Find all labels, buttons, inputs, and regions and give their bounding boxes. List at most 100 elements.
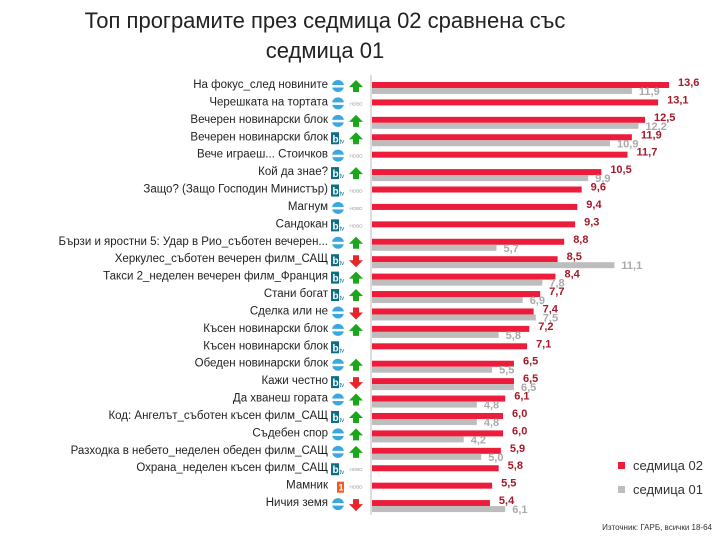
- category-label: Магнум: [288, 201, 328, 213]
- nova-logo-icon: [332, 445, 344, 458]
- category-label: Вече играеш... Стоичков: [197, 149, 328, 161]
- value-label-week01: 7,8: [549, 278, 564, 290]
- btv-logo-icon: b tv: [331, 132, 344, 145]
- category-label: Код: Ангелът_съботен късен филм_САЩ: [108, 410, 328, 422]
- bar-week02: [372, 360, 514, 367]
- category-label: Сандокан: [276, 218, 328, 230]
- value-label-week01: 4,2: [471, 434, 486, 446]
- btv-logo-box: [331, 254, 339, 267]
- down-arrow-icon: [349, 255, 363, 268]
- category-label: Съдебен спор: [252, 427, 328, 439]
- value-label-week01: 9,9: [595, 173, 610, 185]
- bar-week02: [372, 134, 632, 141]
- value-label-week01: 5,7: [503, 243, 518, 255]
- new-badge: НОВО: [349, 206, 363, 211]
- bar-week02: [372, 291, 541, 298]
- value-label-week02: 5,4: [499, 495, 515, 507]
- nova-logo-icon: [332, 428, 344, 441]
- category-label: Защо? (Защо Господин Министър): [143, 184, 328, 196]
- value-label-week02: 6,5: [523, 356, 538, 368]
- value-label-week02: 10,5: [610, 164, 631, 176]
- value-label-week02: 6,5: [523, 373, 538, 385]
- category-label: Бързи и яростни 5: Удар в Рио_съботен ве…: [59, 236, 328, 248]
- nova-logo-band: [332, 154, 344, 158]
- bar-week01: [372, 384, 514, 391]
- up-arrow-icon: [349, 289, 363, 302]
- btv-logo-b: b: [333, 291, 339, 302]
- value-label-week02: 7,1: [536, 338, 551, 350]
- nova-logo-band: [332, 206, 344, 210]
- value-label-week02: 9,4: [586, 199, 602, 211]
- legend-label: седмица 01: [633, 482, 703, 497]
- value-label-week02: 11,9: [641, 129, 662, 141]
- value-label-week02: 6,0: [512, 425, 527, 437]
- category-label: Да хванеш гората: [233, 393, 329, 405]
- up-arrow-icon: [349, 236, 363, 249]
- value-label-week01: 5,0: [488, 452, 503, 464]
- nova-logo-icon: [332, 358, 344, 371]
- btv-logo-icon: b tv: [331, 289, 344, 302]
- btv-logo-b: b: [333, 465, 339, 476]
- btv-logo-box: [331, 289, 339, 302]
- down-arrow-icon: [349, 377, 363, 390]
- bar-week02: [372, 500, 490, 507]
- nova-logo-icon: [332, 236, 344, 249]
- bar-week02: [372, 308, 534, 315]
- btv-logo-tv: tv: [340, 139, 345, 145]
- value-label-week02: 8,5: [567, 251, 582, 263]
- new-badge: НОВО: [349, 485, 363, 490]
- btv-logo-tv: tv: [340, 279, 345, 285]
- value-label-week01: 5,8: [506, 330, 521, 342]
- btv-logo-icon: b tv: [331, 271, 345, 285]
- up-arrow-icon: [349, 271, 363, 284]
- legend: седмица 02 седмица 01: [618, 458, 703, 506]
- nova-logo-icon: [332, 97, 344, 110]
- bar-week01: [372, 314, 536, 321]
- bar-week01: [372, 122, 639, 129]
- nova-logo-icon: [332, 80, 344, 92]
- value-label-week01: 6,9: [530, 295, 545, 307]
- btv-logo-tv: tv: [340, 418, 345, 424]
- nova-logo-icon: [332, 201, 344, 214]
- bar-week01: [372, 506, 506, 513]
- bar-week02: [372, 447, 501, 454]
- category-label: Обеден новинарски блок: [195, 358, 329, 370]
- btv-logo-tv: tv: [340, 226, 345, 232]
- category-label: Стани богат: [264, 288, 329, 300]
- category-label: Вечерен новинарски блок: [190, 114, 329, 126]
- up-arrow-icon: [349, 132, 363, 145]
- category-label: Черешката на тортата: [209, 96, 328, 108]
- up-arrow-icon: [349, 114, 363, 127]
- value-label-week02: 7,2: [538, 321, 553, 333]
- btv-logo-box: [331, 219, 339, 232]
- nova-logo-icon: [332, 114, 344, 127]
- value-label-week02: 7,4: [543, 303, 559, 315]
- bar-week01: [372, 401, 477, 408]
- legend-item-week02: седмица 02: [618, 458, 703, 473]
- btv-logo-tv: tv: [340, 348, 345, 354]
- bar-week01: [372, 88, 632, 94]
- value-label-week02: 13,6: [678, 77, 699, 89]
- nova-logo-band: [332, 241, 344, 245]
- bar-week01: [372, 366, 493, 373]
- category-label: Късен новинарски блок: [203, 340, 329, 352]
- value-label-week01: 4,8: [484, 417, 499, 429]
- bar-week02: [372, 343, 528, 350]
- value-label-week01: 12,2: [645, 121, 666, 133]
- category-label: Охрана_неделен късен филм_САЩ: [136, 462, 328, 474]
- bar-week02: [372, 325, 530, 332]
- btv-logo-icon: b tv: [331, 376, 344, 389]
- bar-week01: [372, 297, 523, 304]
- down-arrow-icon: [349, 307, 363, 320]
- bar-week02: [372, 395, 506, 402]
- new-badge: НОВО: [349, 223, 363, 228]
- bar-week01: [372, 418, 477, 425]
- btv-logo-b: b: [333, 221, 339, 232]
- btv-logo-tv: tv: [340, 470, 345, 476]
- bar-week01: [372, 244, 497, 251]
- value-label-week02: 5,9: [510, 443, 525, 455]
- up-arrow-icon: [349, 393, 363, 406]
- bar-week02: [372, 203, 578, 210]
- value-label-week02: 9,3: [584, 216, 599, 228]
